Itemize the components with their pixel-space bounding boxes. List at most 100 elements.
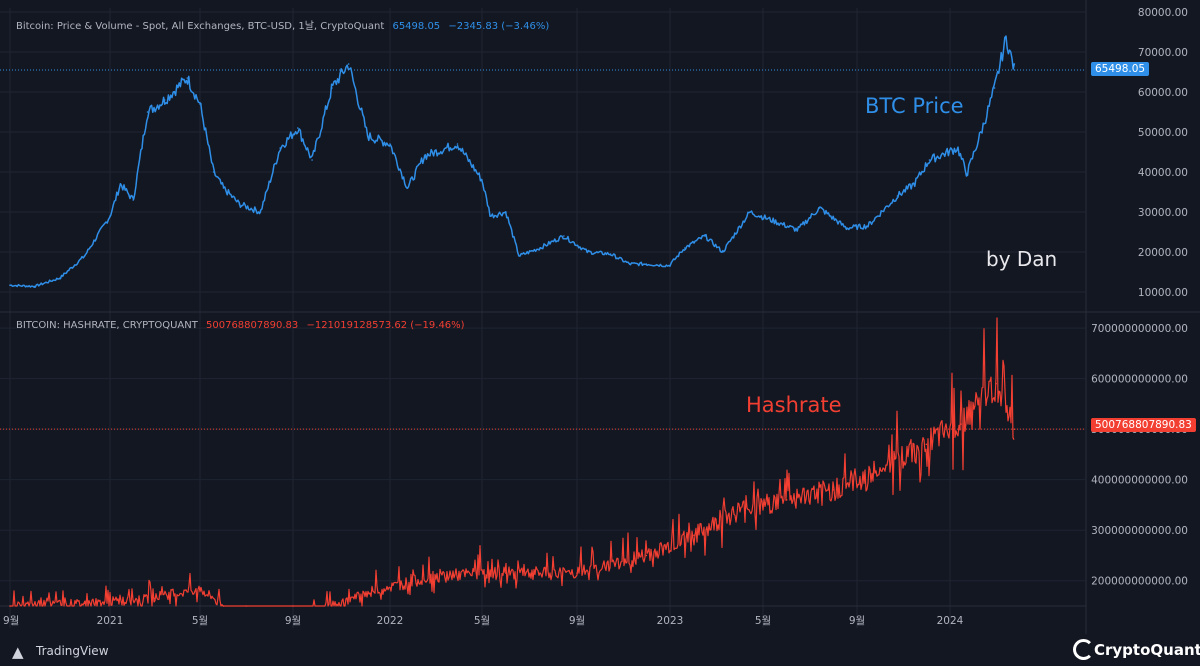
tradingview-brand: TradingView bbox=[36, 644, 109, 658]
btc-price-data-point bbox=[222, 187, 225, 189]
btc-price-data-point bbox=[668, 264, 671, 267]
bottom-pane-title: BITCOIN: HASHRATE, CRYPTOQUANT bbox=[16, 320, 198, 331]
btc-price-data-point bbox=[489, 215, 492, 217]
tradingview-icon: ▲ bbox=[12, 643, 24, 661]
hashrate-data-point bbox=[995, 382, 997, 385]
hashrate-data-point bbox=[738, 509, 741, 511]
btc-price-data-point bbox=[347, 63, 350, 65]
y-tick-label: 700000000000.00 bbox=[1091, 323, 1188, 335]
btc-price-data-point bbox=[279, 147, 281, 149]
hashrate-series-line bbox=[10, 317, 1015, 607]
btc-price-data-point bbox=[866, 225, 869, 227]
btc-price-data-point bbox=[586, 251, 589, 253]
grid-layer bbox=[0, 0, 1200, 634]
hashrate-data-point bbox=[199, 587, 201, 590]
y-tick-label: 60000.00 bbox=[1138, 87, 1188, 99]
btc-price-data-point bbox=[928, 159, 931, 161]
btc-price-data-point bbox=[163, 99, 166, 101]
btc-price-annotation: BTC Price bbox=[865, 94, 964, 118]
btc-price-data-point bbox=[966, 173, 968, 175]
btc-price-data-point bbox=[423, 155, 426, 157]
y-tick-label: 50000.00 bbox=[1138, 127, 1188, 139]
top-pane-value: 65498.05 bbox=[392, 21, 441, 32]
btc-price-data-point bbox=[406, 187, 409, 189]
btc-price-data-point bbox=[913, 183, 915, 185]
x-tick-label: 5월 bbox=[192, 615, 208, 627]
btc-price-data-point bbox=[1005, 37, 1007, 39]
btc-price-data-point bbox=[539, 247, 541, 249]
y-tick-label: 20000.00 bbox=[1138, 247, 1188, 259]
x-tick-label: 9월 bbox=[569, 615, 585, 627]
x-tick-label: 9월 bbox=[849, 615, 865, 627]
x-tick-label: 5월 bbox=[755, 615, 771, 627]
btc-price-data-point bbox=[481, 179, 483, 181]
hashrate-data-point bbox=[576, 572, 578, 574]
btc-price-data-point bbox=[296, 127, 299, 129]
btc-price-data-point bbox=[983, 123, 985, 125]
btc-price-data-point bbox=[212, 171, 215, 173]
hashrate-data-point bbox=[245, 605, 247, 607]
hashrate-data-point bbox=[83, 602, 86, 605]
x-tick-label: 2022 bbox=[377, 615, 404, 627]
bottom-pane-change: −121019128573.62 (−19.46%) bbox=[306, 320, 465, 331]
btc-price-data-point bbox=[83, 255, 86, 257]
hashrate-data-point bbox=[645, 554, 648, 557]
btc-price-data-point bbox=[119, 183, 122, 185]
cryptoquant-brand: CryptoQuant bbox=[1094, 641, 1200, 659]
btc-price-data-point bbox=[704, 235, 706, 237]
btc-price-data-point bbox=[366, 135, 369, 137]
y-tick-label: 400000000000.00 bbox=[1091, 475, 1188, 487]
btc-price-data-point bbox=[146, 111, 149, 113]
hashrate-data-point bbox=[1013, 428, 1016, 430]
btc-price-data-point bbox=[796, 229, 799, 231]
hashrate-data-point bbox=[222, 605, 225, 607]
y-tick-label: 70000.00 bbox=[1138, 47, 1188, 59]
cryptoquant-icon bbox=[1073, 639, 1094, 660]
top-pane-header: Bitcoin: Price & Volume - Spot, All Exch… bbox=[16, 17, 554, 32]
hashrate-data-point bbox=[292, 605, 294, 607]
btc-price-data-point bbox=[896, 195, 899, 197]
y-tick-label: 30000.00 bbox=[1138, 207, 1188, 219]
top-pane-title: Bitcoin: Price & Volume - Spot, All Exch… bbox=[16, 21, 385, 32]
btc-price-data-point bbox=[818, 207, 821, 209]
bottom-pane-value: 500768807890.83 bbox=[206, 320, 299, 331]
hashrate-data-point bbox=[925, 443, 928, 446]
hashrate-last-value-tag: 500768807890.83 bbox=[1091, 418, 1196, 432]
btc-price-data-point bbox=[518, 255, 520, 257]
y-tick-label: 10000.00 bbox=[1138, 287, 1188, 299]
btc-price-data-point bbox=[259, 211, 262, 213]
hashrate-data-point bbox=[9, 605, 11, 607]
x-tick-label: 9월 bbox=[285, 615, 301, 627]
btc-price-data-point bbox=[311, 159, 313, 161]
btc-price-data-point bbox=[609, 253, 612, 255]
btc-price-data-point bbox=[1013, 69, 1016, 71]
btc-last-price-tag: 65498.05 bbox=[1091, 62, 1150, 76]
x-tick-label: 9월 bbox=[3, 615, 19, 627]
y-tick-label: 80000.00 bbox=[1138, 7, 1188, 19]
btc-price-data-point bbox=[749, 211, 751, 213]
btc-price-data-point bbox=[683, 247, 686, 249]
y-tick-label: 200000000000.00 bbox=[1091, 576, 1188, 588]
btc-price-data-point bbox=[186, 77, 189, 79]
top-pane-change: −2345.83 (−3.46%) bbox=[448, 21, 550, 32]
hashrate-data-point bbox=[693, 534, 695, 537]
hashrate-data-point bbox=[832, 488, 835, 491]
y-tick-label: 40000.00 bbox=[1138, 167, 1188, 179]
btc-price-data-point bbox=[199, 103, 201, 105]
hashrate-data-point bbox=[434, 574, 437, 577]
btc-price-data-point bbox=[563, 235, 565, 237]
btc-price-data-point bbox=[645, 263, 648, 265]
btc-price-data-point bbox=[993, 87, 996, 89]
hashrate-data-point bbox=[505, 572, 507, 574]
x-tick-label: 2021 bbox=[97, 615, 124, 627]
hashrate-data-point bbox=[959, 423, 962, 425]
btc-price-data-point bbox=[956, 147, 959, 149]
btc-price-data-point bbox=[456, 143, 459, 145]
btc-price-data-point bbox=[9, 284, 11, 287]
hashrate-data-point bbox=[785, 499, 788, 501]
x-tick-label: 2023 bbox=[657, 615, 684, 627]
btc-price-data-point bbox=[389, 143, 391, 145]
bottom-pane-header: BITCOIN: HASHRATE, CRYPTOQUANT 500768807… bbox=[16, 320, 470, 331]
btc-price-data-point bbox=[59, 277, 61, 279]
